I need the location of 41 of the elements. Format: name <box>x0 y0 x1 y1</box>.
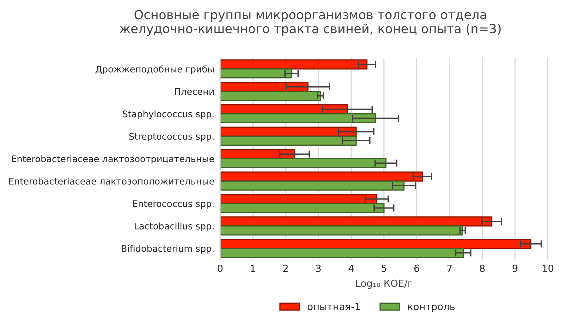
y-tick-label: Дрожжеподобные грибы <box>96 66 214 75</box>
y-tick-label: Enterobacteriaceae лактозоположительные <box>10 178 214 185</box>
bar <box>220 180 405 191</box>
bar <box>220 149 296 160</box>
bar <box>220 203 385 214</box>
legend-label: контроль <box>408 304 455 312</box>
x-tick-label: 7 <box>447 264 452 272</box>
bar <box>220 113 376 124</box>
y-tick-label: Staphylococcus spp. <box>123 110 214 120</box>
x-tick-label: 3 <box>316 264 321 272</box>
x-tick-label: 2 <box>284 264 288 272</box>
bar <box>220 68 292 79</box>
legend-label: опытная-1 <box>308 303 360 310</box>
x-tick-label: 9 <box>512 264 518 272</box>
bar <box>220 248 464 258</box>
x-tick-label: 10 <box>542 264 554 272</box>
y-tick-label: Bifidobacterium spp. <box>122 245 214 254</box>
bar <box>220 239 532 250</box>
bar <box>220 60 368 70</box>
x-axis-title: Log₁₀ КОЕ/г <box>356 280 412 290</box>
y-tick-label: Streptococcus spp. <box>130 133 214 142</box>
bar <box>220 104 348 115</box>
bar <box>220 226 464 236</box>
x-tick-label: 4 <box>348 264 354 272</box>
bar <box>220 216 493 227</box>
x-tick-label: 5 <box>382 264 386 272</box>
y-tick-label: Enterobacteriaceae лактозоотрицательные <box>12 155 214 164</box>
bar <box>220 91 322 102</box>
y-tick-label: Enterococcus spp. <box>133 200 214 210</box>
y-tick-label: Плесени <box>175 88 214 96</box>
bar <box>220 172 424 182</box>
y-tick-label: Lactobacillus spp. <box>135 222 214 232</box>
bar <box>220 136 357 146</box>
chart-title: Основные группы микроорганизмов толстого отдела желудочно-кишечного тракта свиней, конец опыта (n=3) <box>120 10 501 36</box>
x-tick-label: 6 <box>414 264 420 272</box>
x-tick-label: 0 <box>218 264 223 272</box>
bar <box>220 194 378 204</box>
bar <box>220 158 387 168</box>
bar <box>220 126 357 137</box>
x-tick-label: 8 <box>480 264 485 272</box>
x-tick-label: 1 <box>251 264 256 272</box>
